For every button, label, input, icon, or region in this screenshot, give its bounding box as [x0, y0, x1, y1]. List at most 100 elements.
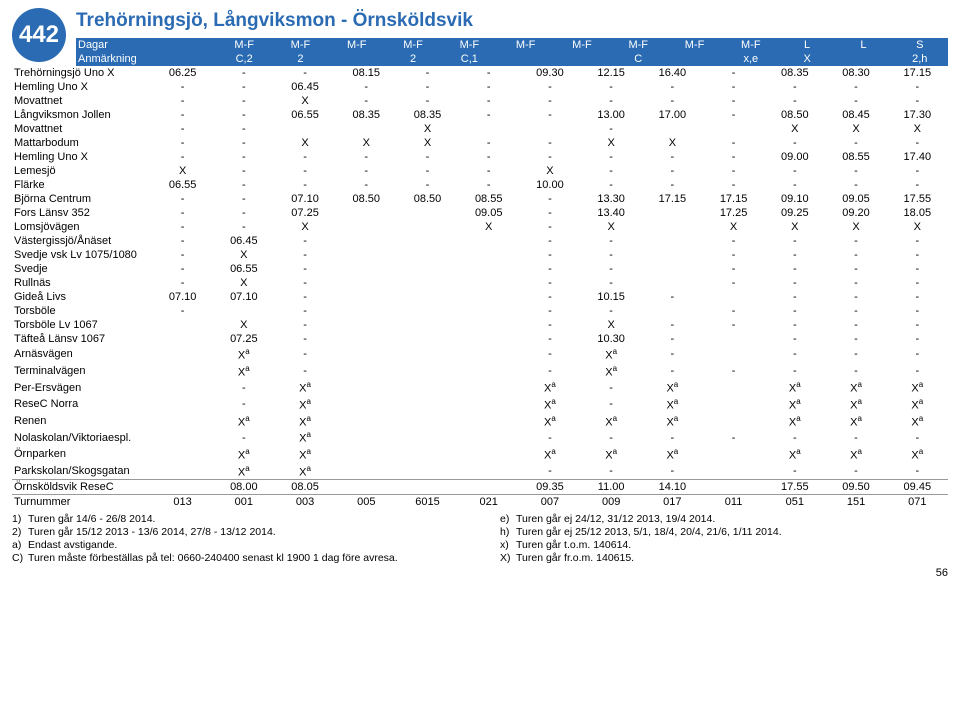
- time-cell: [642, 276, 703, 290]
- time-cell: X: [152, 164, 213, 178]
- time-cell: Xa: [274, 413, 335, 430]
- time-cell: -: [213, 66, 274, 80]
- time-cell: -: [213, 94, 274, 108]
- anm-header: C,2: [216, 52, 272, 66]
- time-cell: -: [887, 94, 948, 108]
- time-cell: Xa: [274, 379, 335, 396]
- time-cell: -: [274, 363, 335, 380]
- time-cell: -: [458, 94, 519, 108]
- time-cell: -: [825, 290, 886, 304]
- time-cell: 17.30: [887, 108, 948, 122]
- time-cell: -: [152, 248, 213, 262]
- time-cell: [642, 304, 703, 318]
- stop-name: Lemesjö: [12, 164, 152, 178]
- time-cell: 08.35: [764, 66, 825, 80]
- time-cell: -: [152, 234, 213, 248]
- time-cell: [152, 480, 213, 495]
- time-cell: -: [581, 234, 642, 248]
- time-cell: -: [519, 220, 580, 234]
- time-cell: [152, 332, 213, 346]
- day-header: M-F: [666, 38, 722, 52]
- time-cell: -: [887, 276, 948, 290]
- time-cell: 08.30: [825, 66, 886, 80]
- table-row: Lomsjövägen--XX-XXXXX: [12, 220, 948, 234]
- time-cell: Xa: [642, 413, 703, 430]
- time-cell: X: [519, 164, 580, 178]
- time-cell: Xa: [887, 413, 948, 430]
- time-cell: -: [519, 206, 580, 220]
- time-cell: [336, 206, 397, 220]
- time-cell: [458, 463, 519, 480]
- day-header: S: [892, 38, 948, 52]
- time-cell: -: [581, 463, 642, 480]
- turnummer-cell: 017: [642, 495, 703, 510]
- route-number: 442: [19, 21, 59, 49]
- time-cell: 06.55: [274, 108, 335, 122]
- table-row: Per-Ersvägen-XaXa-XaXaXaXa: [12, 379, 948, 396]
- time-cell: X: [703, 220, 764, 234]
- time-cell: -: [887, 318, 948, 332]
- day-header: M-F: [497, 38, 553, 52]
- time-cell: Xa: [213, 446, 274, 463]
- time-cell: -: [703, 262, 764, 276]
- footnotes-right: e)Turen går ej 24/12, 31/12 2013, 19/4 2…: [500, 513, 948, 565]
- time-cell: Xa: [642, 446, 703, 463]
- footnote: h)Turen går ej 25/12 2013, 5/1, 18/4, 20…: [500, 526, 948, 538]
- time-cell: -: [581, 122, 642, 136]
- time-cell: [703, 463, 764, 480]
- time-cell: -: [764, 178, 825, 192]
- anm-header: C: [610, 52, 666, 66]
- time-cell: -: [213, 122, 274, 136]
- time-cell: 09.05: [825, 192, 886, 206]
- time-cell: 07.25: [213, 332, 274, 346]
- time-cell: -: [274, 318, 335, 332]
- time-cell: [336, 396, 397, 413]
- time-cell: Xa: [764, 379, 825, 396]
- time-cell: Xa: [519, 413, 580, 430]
- day-header: L: [779, 38, 835, 52]
- time-cell: [703, 346, 764, 363]
- time-cell: 08.50: [764, 108, 825, 122]
- table-row: ÖrnparkenXaXaXaXaXaXaXaXa: [12, 446, 948, 463]
- time-cell: 09.20: [825, 206, 886, 220]
- time-cell: -: [703, 429, 764, 446]
- time-cell: 13.40: [581, 206, 642, 220]
- time-cell: 08.05: [274, 480, 335, 495]
- time-cell: [642, 206, 703, 220]
- time-cell: -: [581, 379, 642, 396]
- time-cell: -: [336, 164, 397, 178]
- time-cell: -: [213, 429, 274, 446]
- time-cell: -: [458, 136, 519, 150]
- time-cell: -: [581, 276, 642, 290]
- table-row: ReseC Norra-XaXa-XaXaXaXa: [12, 396, 948, 413]
- time-cell: -: [274, 276, 335, 290]
- time-cell: [152, 318, 213, 332]
- time-cell: [152, 429, 213, 446]
- stop-name: Torsböle Lv 1067: [12, 318, 152, 332]
- anm-header: X: [779, 52, 835, 66]
- time-cell: -: [519, 332, 580, 346]
- time-cell: [336, 276, 397, 290]
- time-cell: -: [458, 108, 519, 122]
- time-cell: Xa: [213, 463, 274, 480]
- time-cell: -: [152, 108, 213, 122]
- time-cell: Xa: [764, 413, 825, 430]
- day-header: M-F: [554, 38, 610, 52]
- time-cell: -: [703, 248, 764, 262]
- time-cell: 14.10: [642, 480, 703, 495]
- time-cell: -: [336, 80, 397, 94]
- time-cell: [642, 122, 703, 136]
- time-cell: 09.00: [764, 150, 825, 164]
- time-cell: 17.40: [887, 150, 948, 164]
- time-cell: [152, 346, 213, 363]
- time-cell: [458, 480, 519, 495]
- time-cell: X: [825, 220, 886, 234]
- time-cell: [642, 262, 703, 276]
- time-cell: -: [581, 396, 642, 413]
- time-cell: Xa: [887, 379, 948, 396]
- time-cell: -: [397, 150, 458, 164]
- time-cell: -: [703, 276, 764, 290]
- time-cell: -: [764, 276, 825, 290]
- time-cell: -: [581, 262, 642, 276]
- time-cell: -: [397, 80, 458, 94]
